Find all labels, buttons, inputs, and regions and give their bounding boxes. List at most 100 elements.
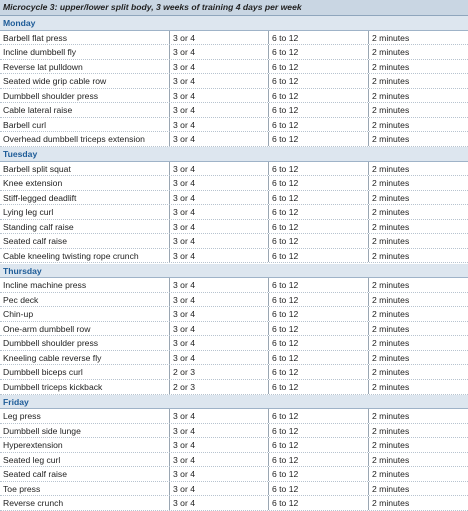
reps: 6 to 12 bbox=[268, 336, 368, 350]
exercise-name: Standing calf raise bbox=[3, 221, 74, 232]
rest: 2 minutes bbox=[368, 481, 468, 496]
rest: 2 minutes bbox=[368, 467, 468, 481]
reps: 6 to 12 bbox=[268, 278, 368, 292]
sets: 3 or 4 bbox=[169, 467, 268, 481]
rest: 2 minutes bbox=[368, 117, 468, 132]
rest: 2 minutes bbox=[368, 321, 468, 336]
reps: 6 to 12 bbox=[268, 74, 368, 88]
exercise-name: Barbell flat press bbox=[3, 32, 68, 43]
exercise-name: Knee extension bbox=[3, 178, 63, 189]
sets: 3 or 4 bbox=[169, 321, 268, 336]
reps: 6 to 12 bbox=[268, 205, 368, 219]
exercise-name: Seated leg curl bbox=[3, 454, 61, 465]
sets: 3 or 4 bbox=[169, 278, 268, 292]
sets: 3 or 4 bbox=[169, 117, 268, 132]
day-header: Thursday bbox=[0, 263, 468, 279]
rest: 2 minutes bbox=[368, 423, 468, 438]
reps: 6 to 12 bbox=[268, 45, 368, 59]
rest: 2 minutes bbox=[368, 45, 468, 59]
reps: 6 to 12 bbox=[268, 467, 368, 481]
sets: 3 or 4 bbox=[169, 438, 268, 452]
reps: 6 to 12 bbox=[268, 132, 368, 147]
exercise-name: Kneeling cable reverse fly bbox=[3, 352, 102, 363]
reps: 6 to 12 bbox=[268, 176, 368, 190]
sets: 3 or 4 bbox=[169, 59, 268, 74]
sets: 3 or 4 bbox=[169, 496, 268, 510]
sets: 3 or 4 bbox=[169, 88, 268, 103]
exercise-name: Incline dumbbell fly bbox=[3, 47, 77, 58]
reps: 6 to 12 bbox=[268, 481, 368, 496]
sets: 3 or 4 bbox=[169, 234, 268, 248]
rest: 2 minutes bbox=[368, 205, 468, 219]
rest: 2 minutes bbox=[368, 161, 468, 176]
reps: 6 to 12 bbox=[268, 219, 368, 234]
exercise-name: Stiff-legged deadlift bbox=[3, 192, 77, 203]
rest: 2 minutes bbox=[368, 496, 468, 510]
rest: 2 minutes bbox=[368, 176, 468, 190]
exercise-name: Cable kneeling twisting rope crunch bbox=[3, 250, 139, 261]
rest: 2 minutes bbox=[368, 30, 468, 45]
exercise-name: Leg press bbox=[3, 411, 41, 422]
reps: 6 to 12 bbox=[268, 423, 368, 438]
rest: 2 minutes bbox=[368, 219, 468, 234]
rest: 2 minutes bbox=[368, 409, 468, 423]
sets: 3 or 4 bbox=[169, 161, 268, 176]
rest: 2 minutes bbox=[368, 379, 468, 394]
exercise-name: Hyperextension bbox=[3, 440, 63, 451]
exercise-name: Seated calf raise bbox=[3, 469, 68, 480]
exercise-name: Overhead dumbbell triceps extension bbox=[3, 134, 145, 145]
sets: 3 or 4 bbox=[169, 219, 268, 234]
exercise-name: Chin-up bbox=[3, 309, 34, 320]
sets: 3 or 4 bbox=[169, 205, 268, 219]
sets: 3 or 4 bbox=[169, 74, 268, 88]
exercise-name: Dumbbell side lunge bbox=[3, 425, 81, 436]
day-header: Monday bbox=[0, 16, 468, 31]
rest: 2 minutes bbox=[368, 132, 468, 147]
reps: 6 to 12 bbox=[268, 292, 368, 307]
exercise-name: Seated calf raise bbox=[3, 236, 68, 247]
rest: 2 minutes bbox=[368, 59, 468, 74]
reps: 6 to 12 bbox=[268, 59, 368, 74]
reps: 6 to 12 bbox=[268, 234, 368, 248]
exercise-name: Reverse lat pulldown bbox=[3, 61, 83, 72]
sets: 3 or 4 bbox=[169, 45, 268, 59]
exercise-name: Pec deck bbox=[3, 294, 39, 305]
sets: 3 or 4 bbox=[169, 336, 268, 350]
exercise-name: Dumbbell shoulder press bbox=[3, 90, 99, 101]
reps: 6 to 12 bbox=[268, 365, 368, 379]
day-header: Tuesday bbox=[0, 147, 468, 162]
exercise-name: Barbell curl bbox=[3, 119, 46, 130]
sets: 3 or 4 bbox=[169, 452, 268, 467]
sets: 3 or 4 bbox=[169, 132, 268, 147]
sets: 2 or 3 bbox=[169, 379, 268, 394]
rest: 2 minutes bbox=[368, 103, 468, 117]
exercise-name: Cable lateral raise bbox=[3, 105, 73, 116]
rest: 2 minutes bbox=[368, 350, 468, 365]
sets: 3 or 4 bbox=[169, 190, 268, 205]
sets: 3 or 4 bbox=[169, 292, 268, 307]
reps: 6 to 12 bbox=[268, 190, 368, 205]
rest: 2 minutes bbox=[368, 452, 468, 467]
exercise-name: Lying leg curl bbox=[3, 207, 54, 218]
reps: 6 to 12 bbox=[268, 379, 368, 394]
rest: 2 minutes bbox=[368, 278, 468, 292]
reps: 6 to 12 bbox=[268, 321, 368, 336]
reps: 6 to 12 bbox=[268, 350, 368, 365]
rest: 2 minutes bbox=[368, 88, 468, 103]
reps: 6 to 12 bbox=[268, 30, 368, 45]
exercise-name: Incline machine press bbox=[3, 280, 87, 291]
